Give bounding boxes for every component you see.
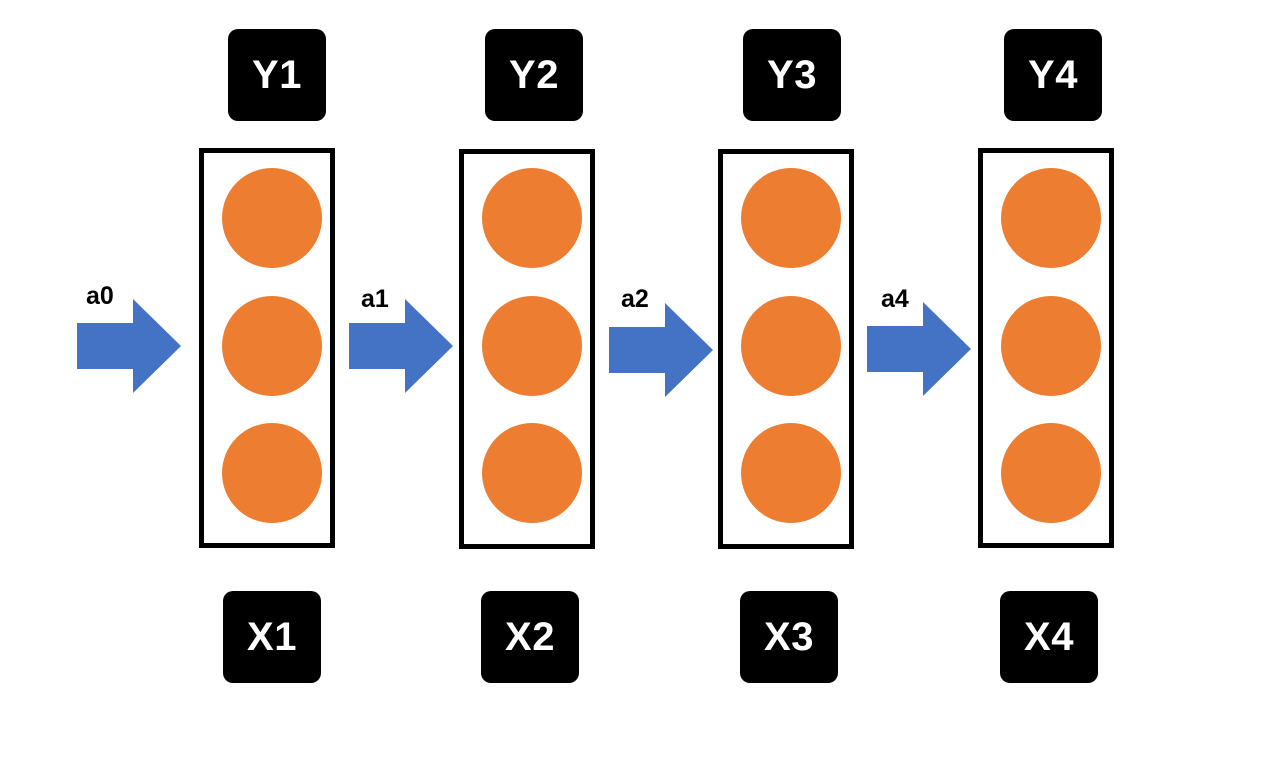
rnn-cell-4 [978, 148, 1114, 548]
neuron-circle [741, 423, 841, 523]
neuron-circle [482, 296, 582, 396]
arrow-right-icon [609, 303, 713, 397]
arrow-right-icon [349, 299, 453, 393]
input-x4-label: X4 [1000, 591, 1098, 683]
activation-a0-label: a0 [86, 282, 114, 310]
neuron-circle [222, 423, 322, 523]
arrow-right-icon [77, 299, 181, 393]
neuron-circle [741, 168, 841, 268]
neuron-circle [482, 168, 582, 268]
neuron-circle [741, 296, 841, 396]
output-y4-label: Y4 [1004, 29, 1102, 121]
neuron-circle [1001, 423, 1101, 523]
rnn-cell-1 [199, 148, 335, 548]
arrow-right-icon [867, 302, 971, 396]
output-y3-label: Y3 [743, 29, 841, 121]
activation-a4-label: a4 [881, 285, 909, 313]
output-y2-label: Y2 [485, 29, 583, 121]
input-x2-label: X2 [481, 591, 579, 683]
neuron-circle [1001, 296, 1101, 396]
neuron-circle [222, 168, 322, 268]
neuron-circle [482, 423, 582, 523]
rnn-cell-2 [459, 149, 595, 549]
neuron-circle [222, 296, 322, 396]
input-x3-label: X3 [740, 591, 838, 683]
neuron-circle [1001, 168, 1101, 268]
activation-a1-label: a1 [361, 285, 389, 313]
output-y1-label: Y1 [228, 29, 326, 121]
rnn-cell-3 [718, 149, 854, 549]
input-x1-label: X1 [223, 591, 321, 683]
activation-a2-label: a2 [621, 285, 649, 313]
